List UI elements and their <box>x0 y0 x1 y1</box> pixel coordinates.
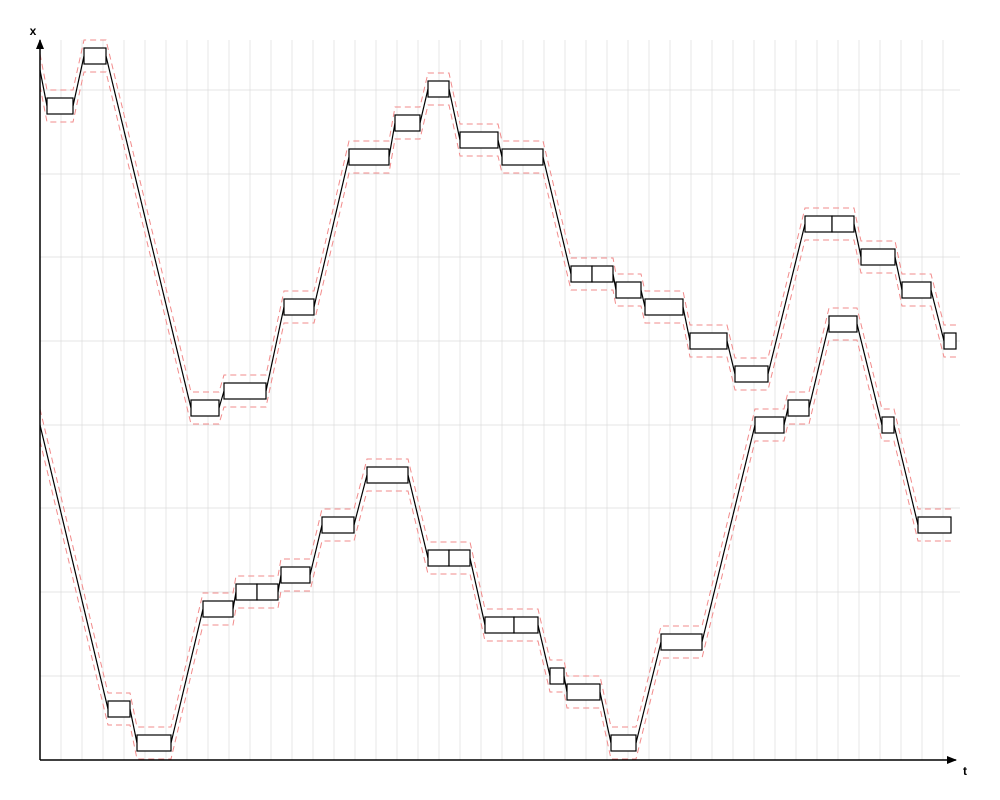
dwell-box <box>828 315 858 333</box>
trajectory-segment <box>894 256 903 291</box>
dwell-box <box>501 148 544 166</box>
dwell-box <box>394 114 421 132</box>
axes: t x <box>30 24 967 778</box>
x-axis-label: t <box>963 764 967 778</box>
trajectory-2 <box>39 315 952 752</box>
dwell-box <box>660 633 703 651</box>
trajectory-segment <box>448 88 461 141</box>
dwell-box <box>46 97 74 115</box>
dwell-box <box>513 616 539 634</box>
dwell-box <box>644 298 684 316</box>
dwell-box <box>223 382 267 400</box>
envelope-lower <box>39 339 951 760</box>
dwell-box <box>283 298 315 316</box>
tolerance-envelopes <box>39 39 956 760</box>
dwell-box <box>831 215 855 233</box>
trajectory-segment <box>783 407 789 426</box>
dwell-box <box>136 734 172 752</box>
trajectory-segment <box>497 139 503 158</box>
dwell-box <box>83 47 107 65</box>
dwell-box <box>256 583 279 601</box>
dwell-box <box>610 734 637 752</box>
trajectory-segment <box>640 289 646 308</box>
trajectories <box>39 47 957 752</box>
trajectory-segment <box>39 69 48 107</box>
dwell-box <box>202 600 234 618</box>
trajectory-segment <box>72 55 85 107</box>
dwell-box <box>427 80 450 98</box>
dwell-box <box>427 549 450 567</box>
dwell-box <box>860 248 896 266</box>
trajectory-segment <box>218 390 225 409</box>
dwell-box <box>549 667 565 685</box>
trajectory-segment <box>701 424 756 643</box>
trajectory-segment <box>726 340 736 375</box>
trajectory-segment <box>309 524 323 576</box>
dwell-box <box>591 265 614 283</box>
dwell-box <box>348 148 390 166</box>
trajectory-segment <box>265 306 285 392</box>
trajectory-segment <box>856 323 883 426</box>
trajectory-segment <box>537 624 551 677</box>
dwell-box <box>917 516 952 534</box>
envelope-upper <box>39 307 951 728</box>
trajectory-segment <box>635 641 662 744</box>
dwell-box <box>881 416 895 434</box>
trajectory-segment <box>419 88 429 124</box>
dwell-box <box>107 700 131 718</box>
trajectory-segment <box>542 156 572 275</box>
dwell-box <box>448 549 471 567</box>
trajectory-segment <box>129 708 138 744</box>
dwell-box <box>689 332 728 350</box>
dwell-box <box>615 281 642 299</box>
trajectory-segment <box>930 289 945 342</box>
dwell-box <box>484 616 515 634</box>
trajectory-segment <box>353 474 368 526</box>
dwell-box <box>190 399 220 417</box>
trajectory-1 <box>39 47 957 417</box>
trajectory-segment <box>39 424 109 710</box>
trajectory-segment <box>893 424 919 526</box>
dwell-box <box>566 683 601 701</box>
dwell-box <box>570 265 593 283</box>
trajectory-segment <box>767 223 806 375</box>
trajectory-segment <box>313 156 350 308</box>
dwell-box <box>734 365 769 383</box>
grid <box>40 40 960 760</box>
dwell-box <box>804 215 833 233</box>
dwell-box <box>366 466 409 484</box>
dwell-box <box>901 281 932 299</box>
trajectory-segment <box>853 223 862 258</box>
dwell-box <box>235 583 258 601</box>
trajectory-segment <box>469 557 486 626</box>
dwell-box <box>754 416 785 434</box>
trajectory-segment <box>682 306 691 342</box>
trajectory-segment <box>407 474 429 559</box>
dwell-box <box>943 332 957 350</box>
trajectory-segment <box>808 323 830 409</box>
y-axis-label: x <box>30 24 37 38</box>
dwell-box <box>459 131 499 149</box>
dwell-box <box>321 516 355 534</box>
trajectory-segment <box>105 55 192 409</box>
dwell-box <box>787 399 810 417</box>
dwell-box <box>280 566 311 584</box>
trajectory-segment <box>599 691 612 744</box>
trajectory-segment <box>388 122 396 158</box>
trajectory-segment <box>170 608 204 744</box>
